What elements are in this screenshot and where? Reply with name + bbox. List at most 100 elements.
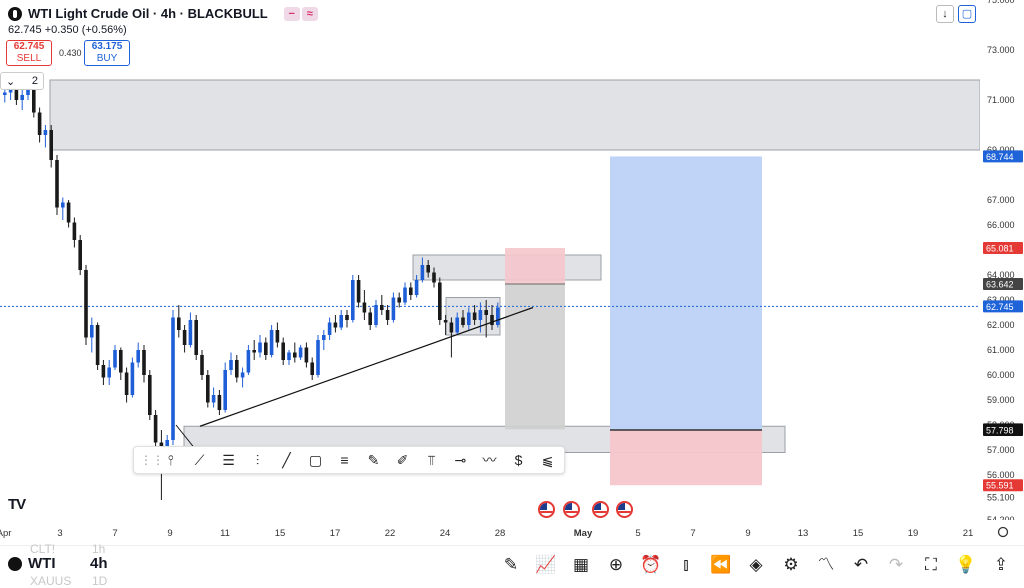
fullscreen-toggle-icon[interactable]: ▢ (958, 5, 976, 23)
candle-body (269, 330, 274, 355)
trendline-icon[interactable]: ⟋ (194, 451, 205, 468)
short-target-area (505, 283, 565, 430)
candle-body (420, 265, 425, 280)
interval-selector[interactable]: ⌄ 2 (0, 72, 44, 90)
us-flag-event-icon[interactable] (563, 501, 580, 518)
sell-button[interactable]: 62.745 SELL (6, 40, 52, 66)
ghost-symbol: XAUUS (30, 574, 72, 588)
grid-icon[interactable]: ▦ (572, 555, 590, 574)
sell-label: SELL (16, 53, 42, 64)
candle (264, 337, 268, 360)
symbol-selector[interactable]: WTI (8, 555, 56, 572)
parallel-channel-icon[interactable]: ⫶ (255, 451, 260, 468)
chart-header[interactable]: WTI Light Crude Oil · 4h · BLACKBULL − ≈ (8, 6, 318, 21)
buy-button[interactable]: 63.175 BUY (84, 40, 130, 66)
time-tick-label: 9 (167, 528, 172, 539)
candle (235, 355, 239, 383)
compare-icon[interactable]: ≈ (301, 6, 318, 21)
ray-icon[interactable]: ╱ (282, 451, 291, 468)
candle (211, 387, 216, 408)
horizontal-line-icon[interactable]: ⊸ (454, 451, 467, 468)
candle (217, 390, 222, 415)
text-lines-icon[interactable]: ≡ (340, 452, 349, 468)
alarm-icon[interactable]: ⏰ (640, 555, 662, 574)
redo-icon[interactable]: ↷ (888, 555, 904, 574)
candle-body (171, 317, 175, 440)
price-tick-label: 63.000 (987, 295, 1015, 305)
price-tick-label: 59.000 (987, 395, 1015, 405)
interval-count: 2 (31, 75, 38, 87)
candle-body (20, 95, 24, 100)
candle-body (177, 317, 181, 330)
us-flag-event-icon[interactable] (592, 501, 609, 518)
sell-price: 62.745 (13, 41, 45, 52)
candle-body (113, 350, 117, 368)
cursor-icon[interactable]: ⫯ (167, 451, 174, 468)
time-axis-bg (0, 520, 1024, 545)
grip-icon[interactable]: ⋮⋮ (140, 453, 164, 467)
candle-body (391, 297, 396, 320)
price-label-bg (983, 241, 1023, 254)
candle-body (246, 350, 251, 373)
candles-icon[interactable]: ⫾ (683, 555, 689, 574)
fib-icon[interactable]: ☰ (222, 451, 235, 468)
candle (351, 275, 355, 323)
share-icon[interactable]: ⇪ (993, 555, 1009, 574)
arrow-down-icon[interactable]: ↓ (936, 5, 954, 23)
undo-icon[interactable]: ↶ (853, 555, 869, 574)
candle (78, 235, 82, 275)
candle (391, 292, 396, 323)
candle (177, 305, 181, 338)
us-flag-event-icon[interactable] (538, 501, 555, 518)
candle (124, 367, 129, 403)
candle-body (414, 280, 419, 295)
candle (113, 345, 117, 370)
brush-icon[interactable]: ✎ (367, 451, 380, 468)
time-tick-label: 7 (112, 528, 117, 539)
price-axis[interactable]: 75.000 73.000 71.000 69.000 67.000 66.000 65.0… (980, 0, 1024, 525)
price-tick-label: 62.000 (987, 320, 1015, 330)
projection-icon[interactable]: ⫹ (541, 451, 554, 468)
candle (194, 315, 198, 360)
time-axis[interactable]: Apr 3 7 9 11 15 17 22 24 28 May 5 7 9 13 15 19 21 (0, 520, 1024, 545)
candle (142, 345, 146, 383)
settings-sliders-icon[interactable]: ⚙ (783, 555, 799, 574)
chart-title[interactable]: WTI Light Crude Oil · 4h · BLACKBULL (28, 6, 268, 21)
candle (380, 295, 384, 315)
price-label-icon[interactable]: $ (514, 452, 523, 468)
candle-body (333, 322, 338, 328)
indicator-icon[interactable]: − (283, 6, 300, 21)
candle (20, 90, 24, 110)
trend-icon[interactable]: 〽 (817, 555, 835, 574)
candle-body (8, 87, 13, 93)
candles-layer (3, 75, 500, 500)
fullscreen-icon[interactable]: ⛶ (925, 555, 937, 574)
ideas-icon[interactable]: 💡 (955, 555, 977, 574)
path-icon[interactable]: 〰 (482, 452, 497, 468)
time-tick-label: 24 (440, 528, 451, 539)
price-change: 62.745 +0.350 (+0.56%) (8, 24, 127, 36)
candle (95, 322, 100, 370)
chart-line-icon[interactable]: 📈 (535, 555, 557, 574)
candle (443, 315, 448, 335)
rectangle-icon[interactable]: ▢ (308, 451, 323, 468)
interval-button[interactable]: 4h (90, 555, 108, 572)
layers-icon[interactable]: ◈ (749, 555, 763, 574)
replay-icon[interactable]: ⏪ (710, 555, 732, 574)
candle-body (298, 347, 303, 358)
candle-body (368, 312, 372, 325)
candle-body (322, 335, 326, 340)
candle (246, 345, 251, 375)
candle-body (443, 320, 448, 323)
highlighter-icon[interactable]: ✐ (396, 451, 409, 468)
pencil-icon[interactable]: ✎ (503, 555, 519, 574)
price-tick-label: 55.100 (987, 493, 1015, 503)
plus-circle-icon[interactable]: ⊕ (608, 555, 624, 574)
long-position-icon[interactable]: ⫪ (427, 451, 436, 468)
candle-body (438, 282, 442, 320)
us-flag-event-icon[interactable] (616, 501, 633, 518)
candle (148, 370, 152, 420)
candle-body (32, 85, 36, 113)
time-tick-label: 19 (908, 528, 919, 539)
